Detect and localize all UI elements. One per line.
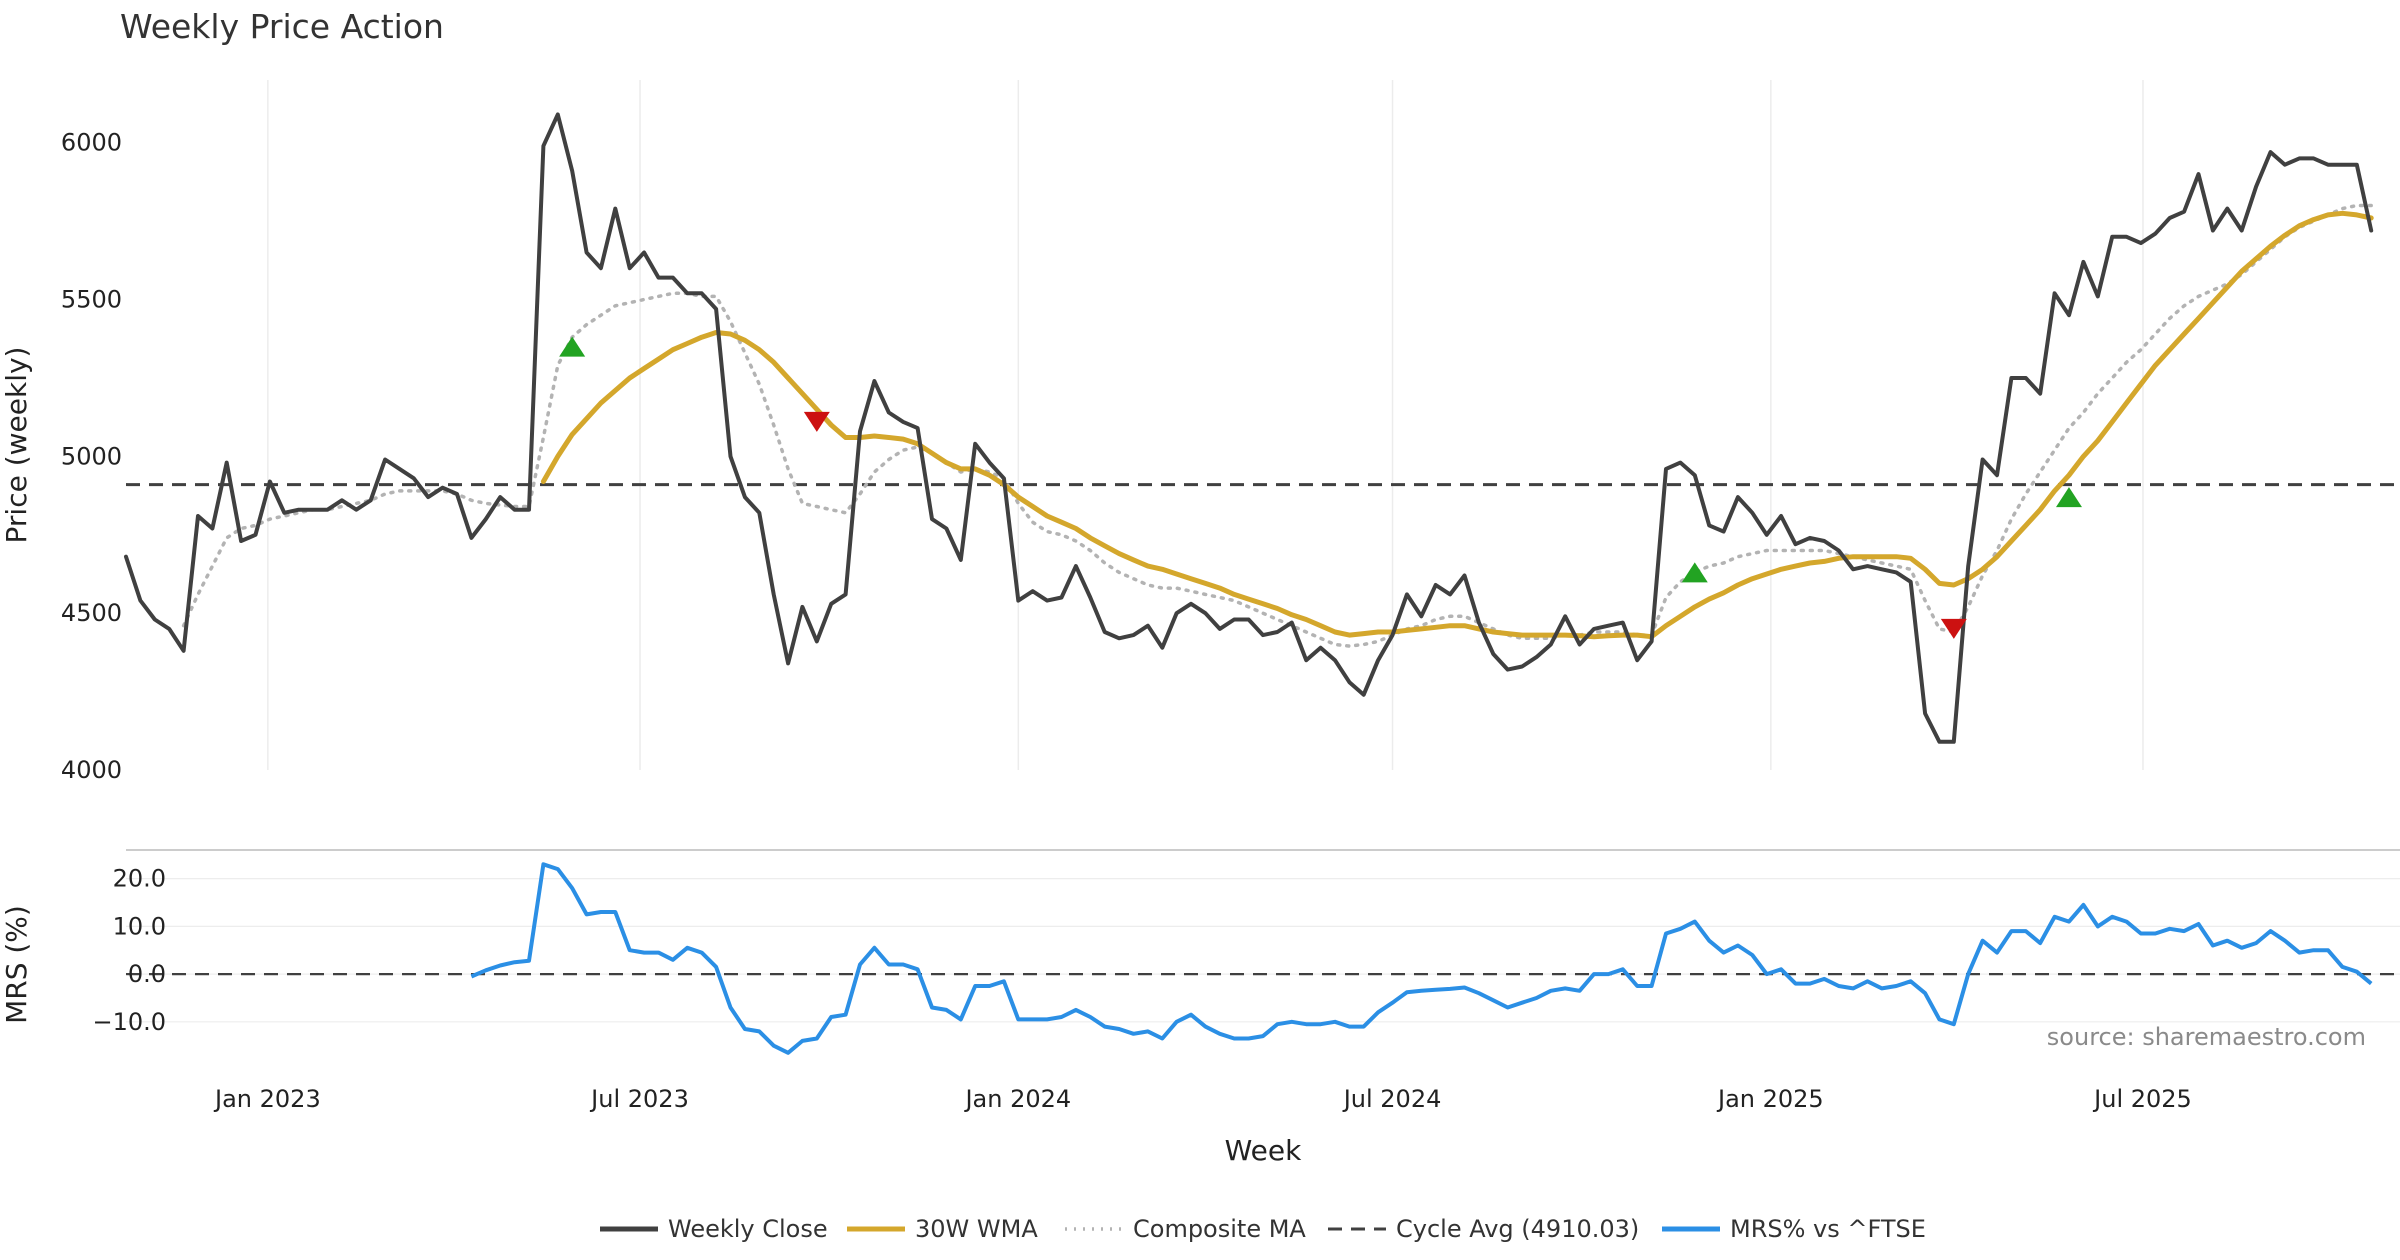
- axis-layer: Jan 2023 Jul 2023 Jan 2024 Jul 2024 Jan 2025…: [0, 129, 2192, 1167]
- series-30w-wma-line: [540, 210, 2374, 640]
- buy-signal-marker: [2055, 487, 2082, 508]
- grid-layer: [126, 80, 2400, 1023]
- legend-label: 30W WMA: [915, 1215, 1038, 1243]
- x-tick-label: Jul 2025: [2092, 1085, 2192, 1113]
- chart-title: Weekly Price Action: [120, 7, 444, 46]
- mrs-y-axis-label: MRS (%): [0, 905, 33, 1024]
- series-mrs-line: [470, 862, 2373, 1055]
- x-tick-label: Jan 2025: [1716, 1085, 1824, 1113]
- price-y-tick-label: 6000: [61, 129, 122, 157]
- price-panel: [124, 112, 2400, 744]
- x-axis-label: Week: [1225, 1134, 1302, 1167]
- legend-label: Composite MA: [1133, 1215, 1306, 1243]
- series-composite-ma-line: [181, 203, 2373, 648]
- mrs-y-tick-label: 0.0: [128, 960, 166, 988]
- legend: Weekly Close 30W WMA Composite MA Cycle Avg…: [600, 1215, 1926, 1243]
- sell-signal-marker: [1940, 618, 1967, 639]
- buy-signal-marker: [559, 336, 586, 357]
- series-weekly-close-line: [124, 112, 2374, 744]
- legend-label: Cycle Avg (4910.03): [1396, 1215, 1639, 1243]
- sell-signal-marker: [803, 411, 830, 432]
- mrs-y-tick-label: 20.0: [113, 865, 166, 893]
- price-y-tick-label: 4000: [61, 756, 122, 784]
- x-tick-label: Jan 2023: [213, 1085, 321, 1113]
- price-y-tick-label: 5000: [61, 442, 122, 470]
- price-y-tick-label: 5500: [61, 286, 122, 314]
- source-text: source: sharemaestro.com: [2047, 1023, 2366, 1051]
- buy-signal-marker: [1681, 562, 1708, 583]
- legend-label: Weekly Close: [668, 1215, 828, 1243]
- mrs-panel: [126, 862, 2400, 1055]
- mrs-y-tick-label: 10.0: [113, 912, 166, 940]
- legend-label: MRS% vs ^FTSE: [1730, 1215, 1926, 1243]
- price-y-axis-label: Price (weekly): [0, 347, 33, 544]
- price-y-tick-label: 4500: [61, 599, 122, 627]
- mrs-y-tick-label: −10.0: [92, 1008, 166, 1036]
- x-tick-label: Jan 2024: [963, 1085, 1071, 1113]
- x-tick-label: Jul 2024: [1342, 1085, 1442, 1113]
- x-tick-label: Jul 2023: [589, 1085, 689, 1113]
